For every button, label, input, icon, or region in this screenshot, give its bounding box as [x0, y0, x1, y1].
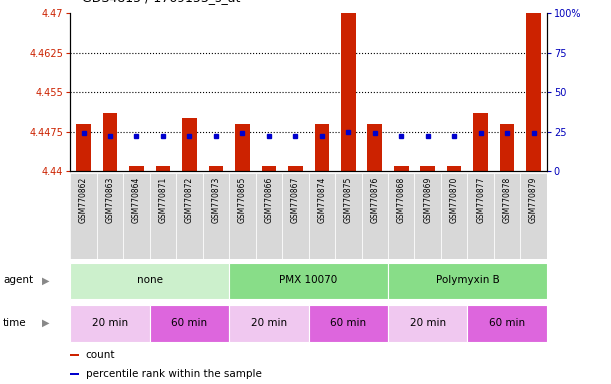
Bar: [467, 173, 494, 259]
Text: agent: agent: [3, 275, 33, 285]
Bar: [229, 263, 388, 300]
Bar: [282, 173, 309, 259]
Bar: [388, 263, 547, 300]
Bar: [362, 173, 388, 259]
Text: time: time: [3, 318, 27, 328]
Bar: [309, 305, 388, 342]
Bar: [526, 13, 541, 171]
Bar: [97, 173, 123, 259]
Text: GSM770863: GSM770863: [106, 177, 114, 223]
Text: GDS4815 / 1769153_s_at: GDS4815 / 1769153_s_at: [82, 0, 241, 4]
Text: GSM770865: GSM770865: [238, 177, 247, 223]
Bar: [208, 166, 223, 171]
Bar: [235, 124, 250, 171]
Bar: [70, 354, 79, 356]
Text: 20 min: 20 min: [92, 318, 128, 328]
Bar: [203, 173, 229, 259]
Text: 60 min: 60 min: [330, 318, 367, 328]
Text: 20 min: 20 min: [409, 318, 446, 328]
Bar: [367, 124, 382, 171]
Text: GSM770862: GSM770862: [79, 177, 88, 223]
Bar: [420, 166, 435, 171]
Text: Polymyxin B: Polymyxin B: [436, 275, 499, 285]
Text: GSM770868: GSM770868: [397, 177, 406, 223]
Text: GSM770874: GSM770874: [317, 177, 326, 223]
Text: none: none: [137, 275, 163, 285]
Bar: [500, 124, 514, 171]
Bar: [229, 305, 309, 342]
Bar: [341, 13, 356, 171]
Text: 20 min: 20 min: [251, 318, 287, 328]
Text: GSM770878: GSM770878: [503, 177, 511, 223]
Text: GSM770864: GSM770864: [132, 177, 141, 223]
Bar: [441, 173, 467, 259]
Bar: [76, 124, 91, 171]
Bar: [288, 166, 302, 171]
Bar: [129, 166, 144, 171]
Text: count: count: [86, 350, 115, 360]
Text: GSM770866: GSM770866: [265, 177, 273, 223]
Bar: [309, 173, 335, 259]
Bar: [182, 118, 197, 171]
Text: GSM770871: GSM770871: [158, 177, 167, 223]
Text: GSM770873: GSM770873: [211, 177, 221, 223]
Bar: [150, 173, 176, 259]
Bar: [123, 173, 150, 259]
Bar: [521, 173, 547, 259]
Text: GSM770879: GSM770879: [529, 177, 538, 223]
Bar: [414, 173, 441, 259]
Bar: [394, 166, 409, 171]
Text: percentile rank within the sample: percentile rank within the sample: [86, 369, 262, 379]
Bar: [467, 305, 547, 342]
Text: GSM770867: GSM770867: [291, 177, 300, 223]
Bar: [70, 173, 97, 259]
Bar: [255, 173, 282, 259]
Bar: [262, 166, 276, 171]
Text: PMX 10070: PMX 10070: [279, 275, 338, 285]
Bar: [315, 124, 329, 171]
Bar: [103, 113, 117, 171]
Bar: [156, 166, 170, 171]
Bar: [176, 173, 203, 259]
Bar: [494, 173, 521, 259]
Bar: [335, 173, 362, 259]
Bar: [229, 173, 255, 259]
Bar: [70, 305, 150, 342]
Bar: [388, 173, 414, 259]
Bar: [474, 113, 488, 171]
Text: ▶: ▶: [42, 318, 49, 328]
Bar: [70, 372, 79, 375]
Bar: [150, 305, 229, 342]
Bar: [388, 305, 467, 342]
Text: 60 min: 60 min: [489, 318, 525, 328]
Text: GSM770877: GSM770877: [476, 177, 485, 223]
Bar: [447, 166, 461, 171]
Text: GSM770869: GSM770869: [423, 177, 432, 223]
Text: GSM770872: GSM770872: [185, 177, 194, 223]
Bar: [70, 263, 229, 300]
Text: GSM770875: GSM770875: [344, 177, 353, 223]
Text: ▶: ▶: [42, 275, 49, 285]
Text: 60 min: 60 min: [171, 318, 208, 328]
Text: GSM770876: GSM770876: [370, 177, 379, 223]
Text: GSM770870: GSM770870: [450, 177, 459, 223]
